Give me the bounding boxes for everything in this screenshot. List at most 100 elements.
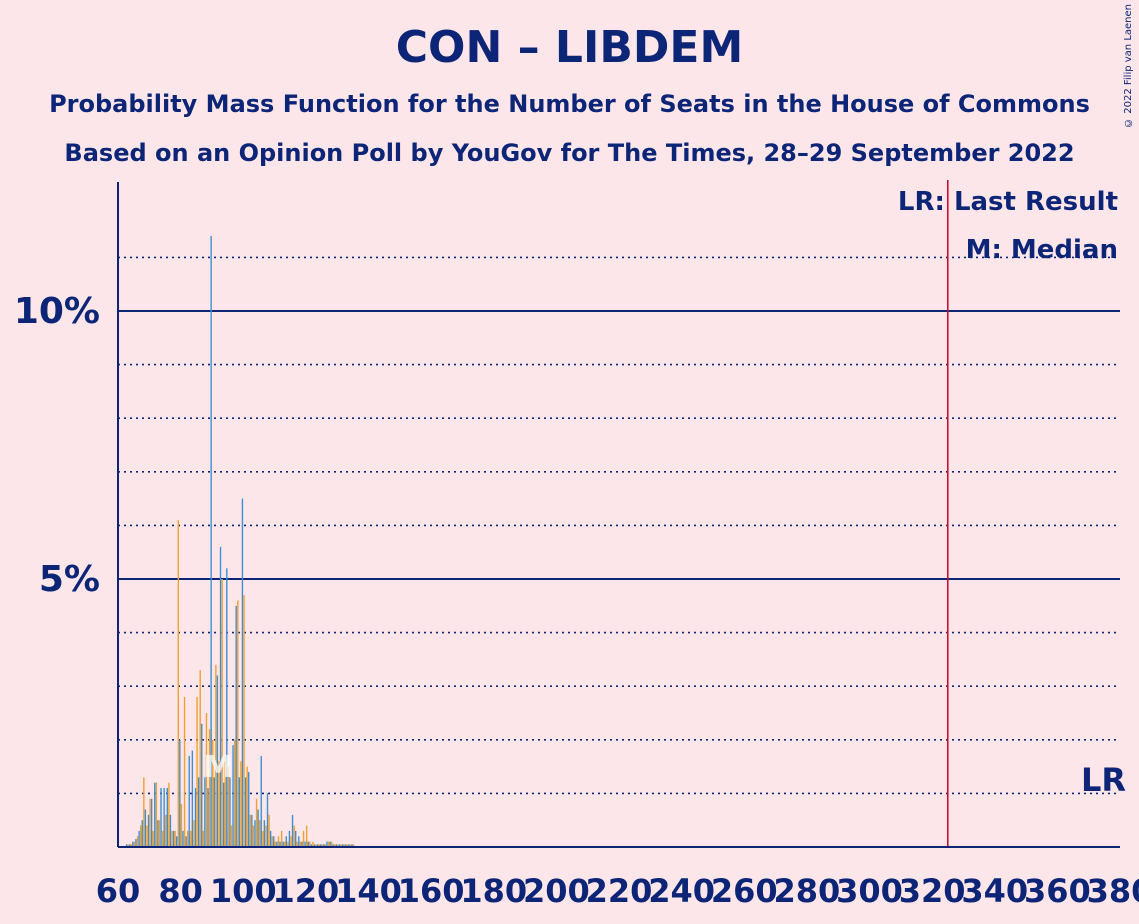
grid <box>118 256 1120 795</box>
median-marker: M <box>203 750 233 785</box>
bar-orange <box>168 782 170 847</box>
bar-blue <box>138 830 140 847</box>
bar-orange <box>280 830 283 847</box>
bar-blue <box>188 755 190 847</box>
bar-orange <box>337 844 339 847</box>
bar-blue <box>273 836 275 847</box>
bar-blue <box>276 841 278 847</box>
bar-blue <box>141 820 143 847</box>
bar-blue <box>204 777 206 847</box>
bar-blue <box>157 820 159 847</box>
bar-orange <box>315 844 317 847</box>
bar-orange <box>246 766 248 847</box>
bar-orange <box>296 841 298 847</box>
chart-title: CON – LIBDEM <box>395 22 744 73</box>
bar-orange <box>237 600 239 847</box>
bar-blue <box>160 788 162 847</box>
bar-orange <box>127 844 129 847</box>
bar-orange <box>149 798 151 847</box>
bar-blue <box>244 777 247 847</box>
bar-orange <box>202 830 205 847</box>
bar-orange <box>177 520 179 847</box>
bar-blue <box>175 836 178 847</box>
bar-blue <box>269 830 272 847</box>
x-tick-label: 180 <box>460 872 527 910</box>
x-tick-label: 240 <box>648 872 715 910</box>
bar-blue <box>207 788 209 847</box>
bar-orange <box>252 825 255 847</box>
bar-orange <box>327 841 330 847</box>
bar-blue <box>323 844 325 847</box>
bar-orange <box>136 836 139 847</box>
bar-orange <box>274 841 277 847</box>
bar-orange <box>287 841 289 847</box>
bar-blue <box>351 844 353 847</box>
bar-blue <box>201 723 203 847</box>
bar-blue <box>182 830 184 847</box>
bar-blue <box>232 745 234 847</box>
x-tick-label: 60 <box>96 872 141 910</box>
bar-blue <box>279 841 281 847</box>
bar-blue <box>254 820 256 847</box>
bar-orange <box>318 844 320 847</box>
bar-blue <box>307 841 309 847</box>
bar-orange <box>309 841 311 847</box>
bar-orange <box>312 841 314 847</box>
y-tick-label: 5% <box>39 559 100 600</box>
bar-orange <box>130 844 133 847</box>
bar-blue <box>135 838 137 847</box>
bar-orange <box>346 844 349 847</box>
bar-blue <box>263 820 266 847</box>
bar-blue <box>298 836 300 847</box>
bar-orange <box>218 761 220 847</box>
bar-orange <box>230 825 233 847</box>
bar-blue <box>154 782 156 847</box>
bar-orange <box>171 830 173 847</box>
chart-source: Based on an Opinion Poll by YouGov for T… <box>64 139 1075 167</box>
bar-blue <box>213 777 215 847</box>
bar-blue <box>129 844 131 847</box>
bar-blue <box>248 771 250 847</box>
bar-orange <box>186 830 189 847</box>
bar-orange <box>161 830 164 847</box>
bar-orange <box>259 820 261 847</box>
x-tick-label: 360 <box>1024 872 1091 910</box>
last-result-label: LR <box>1081 761 1126 799</box>
bar-blue <box>313 844 316 847</box>
bar-blue <box>132 841 134 847</box>
bar-orange <box>205 713 208 847</box>
legend-last-result: LR: Last Result <box>898 187 1118 217</box>
bar-orange <box>305 825 308 847</box>
bar-orange <box>331 841 333 847</box>
bar-orange <box>140 825 142 847</box>
bar-blue <box>288 830 291 847</box>
x-tick-label: 220 <box>586 872 653 910</box>
bar-blue <box>316 844 319 847</box>
bar-orange <box>352 844 355 847</box>
bar-orange <box>290 836 292 847</box>
bar-orange <box>349 844 352 847</box>
x-tick-label: 340 <box>961 872 1028 910</box>
bar-blue <box>291 814 294 847</box>
bar-orange <box>271 836 273 847</box>
bar-blue <box>348 844 350 847</box>
bar-blue <box>335 844 338 847</box>
bar-blue <box>260 755 262 847</box>
bar-blue <box>332 844 334 847</box>
x-tick-label: 320 <box>899 872 966 910</box>
bar-blue <box>282 841 284 847</box>
bar-blue <box>229 777 231 847</box>
bar-orange <box>174 830 176 847</box>
bar-orange <box>268 814 270 847</box>
bar-orange <box>133 841 136 847</box>
bar-orange <box>215 664 217 847</box>
bar-blue <box>226 568 228 847</box>
bar-orange <box>240 761 242 847</box>
bar-blue <box>172 830 175 847</box>
chart-subtitle: Probability Mass Function for the Number… <box>49 90 1090 118</box>
bar-orange <box>221 579 223 847</box>
bar-orange <box>277 836 280 847</box>
bar-blue <box>345 844 347 847</box>
bar-blue <box>235 605 237 847</box>
